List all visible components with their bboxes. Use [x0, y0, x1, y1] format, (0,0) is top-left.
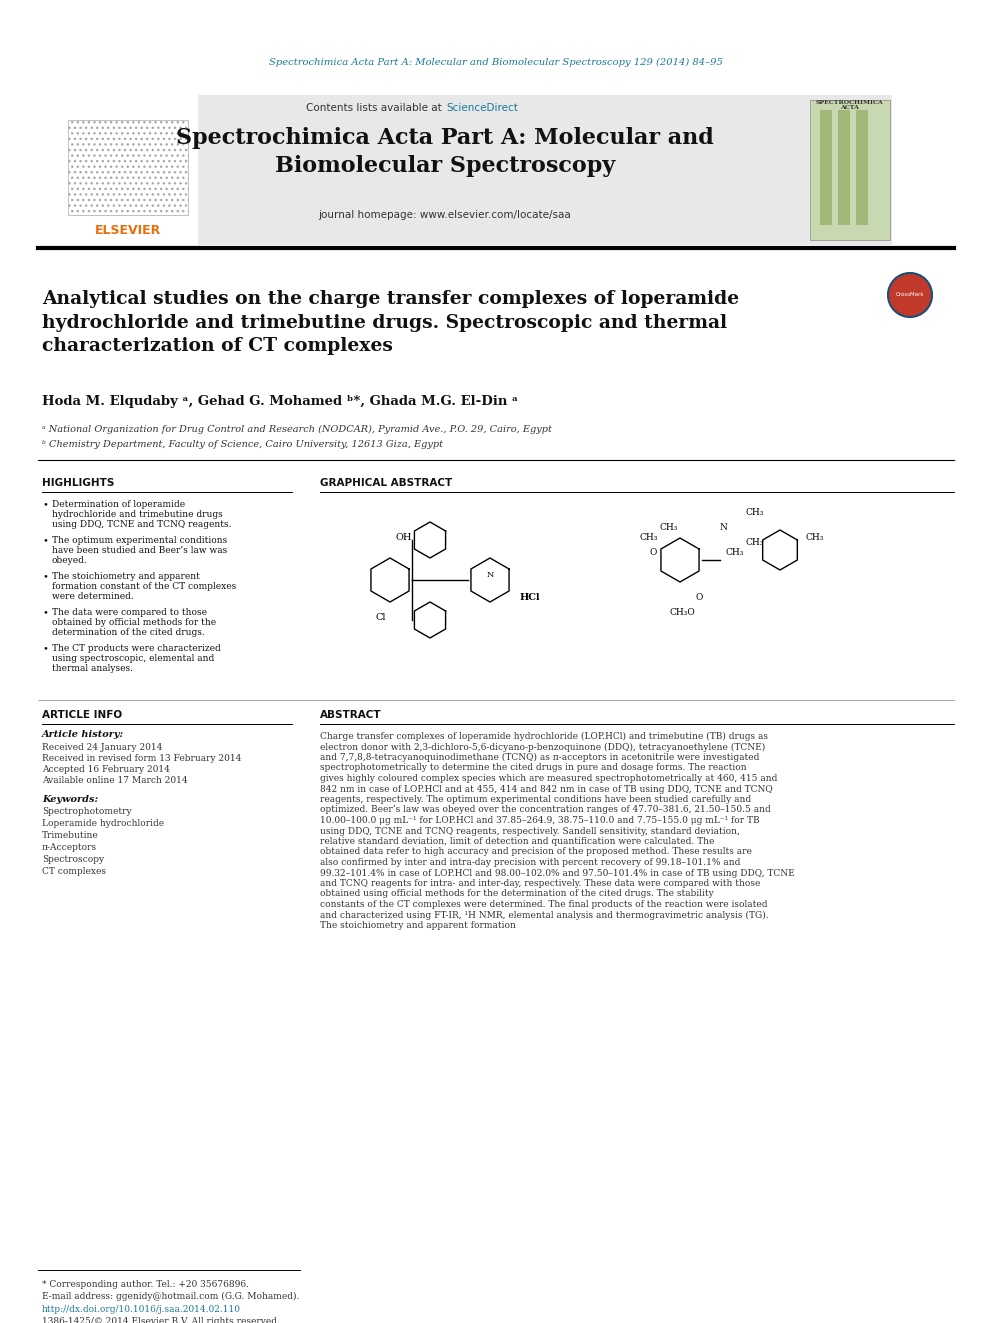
Text: •: •	[42, 536, 48, 545]
Text: 10.00–100.0 μg mL⁻¹ for LOP.HCl and 37.85–264.9, 38.75–110.0 and 7.75–155.0 μg m: 10.00–100.0 μg mL⁻¹ for LOP.HCl and 37.8…	[320, 816, 760, 826]
Text: N: N	[487, 572, 494, 579]
Bar	[810, 101, 890, 239]
Text: journal homepage: www.elsevier.com/locate/saa: journal homepage: www.elsevier.com/locat…	[318, 210, 571, 220]
Text: CH₃: CH₃	[640, 533, 659, 542]
Text: Spectroscopy: Spectroscopy	[42, 855, 104, 864]
Text: also confirmed by inter and intra-day precision with percent recovery of 99.18–1: also confirmed by inter and intra-day pr…	[320, 859, 740, 867]
Text: 1386-1425/© 2014 Elsevier B.V. All rights reserved.: 1386-1425/© 2014 Elsevier B.V. All right…	[42, 1316, 280, 1323]
Text: spectrophotometrically to determine the cited drugs in pure and dosage forms. Th: spectrophotometrically to determine the …	[320, 763, 747, 773]
Bar	[58, 95, 198, 245]
Text: constants of the CT complexes were determined. The final products of the reactio: constants of the CT complexes were deter…	[320, 900, 768, 909]
Text: Received in revised form 13 February 2014: Received in revised form 13 February 201…	[42, 754, 241, 763]
Text: SPECTROCHIMICA
ACTA: SPECTROCHIMICA ACTA	[816, 99, 884, 110]
Text: Spectrophotometry: Spectrophotometry	[42, 807, 132, 816]
Text: obtained using official methods for the determination of the cited drugs. The st: obtained using official methods for the …	[320, 889, 714, 898]
Text: The stoichiometry and apparent: The stoichiometry and apparent	[52, 572, 199, 581]
Text: E-mail address: ggenidy@hotmail.com (G.G. Mohamed).: E-mail address: ggenidy@hotmail.com (G.G…	[42, 1293, 300, 1301]
Text: OH: OH	[395, 533, 412, 542]
Text: CH₃: CH₃	[745, 508, 764, 517]
Text: Available online 17 March 2014: Available online 17 March 2014	[42, 777, 187, 785]
Text: and characterized using FT-IR, ¹H NMR, elemental analysis and thermogravimetric : and characterized using FT-IR, ¹H NMR, e…	[320, 910, 769, 919]
Text: hydrochloride and trimebutine drugs: hydrochloride and trimebutine drugs	[52, 509, 223, 519]
Text: O: O	[650, 548, 658, 557]
Text: 842 nm in case of LOP.HCl and at 455, 414 and 842 nm in case of TB using DDQ, TC: 842 nm in case of LOP.HCl and at 455, 41…	[320, 785, 773, 794]
Text: Article history:: Article history:	[42, 730, 124, 740]
Text: gives highly coloured complex species which are measured spectrophotometrically : gives highly coloured complex species wh…	[320, 774, 778, 783]
Text: •: •	[42, 644, 48, 654]
Text: formation constant of the CT complexes: formation constant of the CT complexes	[52, 582, 236, 591]
Text: Determination of loperamide: Determination of loperamide	[52, 500, 186, 509]
Text: were determined.: were determined.	[52, 591, 134, 601]
Text: Spectrochimica Acta Part A: Molecular and
Biomolecular Spectroscopy: Spectrochimica Acta Part A: Molecular an…	[177, 127, 714, 176]
Text: Keywords:: Keywords:	[42, 795, 98, 804]
Text: Received 24 January 2014: Received 24 January 2014	[42, 744, 163, 751]
Text: have been studied and Beer’s law was: have been studied and Beer’s law was	[52, 546, 227, 556]
Text: •: •	[42, 500, 48, 509]
Text: relative standard deviation, limit of detection and quantification were calculat: relative standard deviation, limit of de…	[320, 837, 714, 845]
Text: The stoichiometry and apparent formation: The stoichiometry and apparent formation	[320, 921, 516, 930]
Text: The CT products were characterized: The CT products were characterized	[52, 644, 221, 654]
Text: The data were compared to those: The data were compared to those	[52, 609, 207, 617]
Text: thermal analyses.: thermal analyses.	[52, 664, 133, 673]
Text: Contents lists available at: Contents lists available at	[306, 103, 445, 112]
Text: electron donor with 2,3-dichloro-5,6-dicyano-p-benzoquinone (DDQ), tetracyanoeth: electron donor with 2,3-dichloro-5,6-dic…	[320, 742, 765, 751]
Text: Cl: Cl	[375, 613, 386, 622]
Circle shape	[888, 273, 932, 318]
Text: using DDQ, TCNE and TCNQ reagents, respectively. Sandell sensitivity, standard d: using DDQ, TCNE and TCNQ reagents, respe…	[320, 827, 740, 836]
Text: Spectrochimica Acta Part A: Molecular and Biomolecular Spectroscopy 129 (2014) 8: Spectrochimica Acta Part A: Molecular an…	[269, 57, 723, 66]
Text: ELSEVIER: ELSEVIER	[95, 224, 161, 237]
Text: Hoda M. Elqudaby ᵃ, Gehad G. Mohamed ᵇ*, Ghada M.G. El-Din ᵃ: Hoda M. Elqudaby ᵃ, Gehad G. Mohamed ᵇ*,…	[42, 396, 518, 407]
Text: •: •	[42, 609, 48, 617]
Text: HCl: HCl	[520, 593, 541, 602]
Text: N: N	[720, 523, 728, 532]
Text: CH₃O: CH₃O	[670, 609, 695, 617]
Text: and TCNQ reagents for intra- and inter-day, respectively. These data were compar: and TCNQ reagents for intra- and inter-d…	[320, 878, 761, 888]
Text: ᵇ Chemistry Department, Faculty of Science, Cairo University, 12613 Giza, Egypt: ᵇ Chemistry Department, Faculty of Scien…	[42, 441, 443, 448]
Text: GRAPHICAL ABSTRACT: GRAPHICAL ABSTRACT	[320, 478, 452, 488]
Text: CH₃: CH₃	[660, 523, 679, 532]
Text: Analytical studies on the charge transfer complexes of loperamide
hydrochloride : Analytical studies on the charge transfe…	[42, 290, 739, 355]
Text: and 7,7,8,8-tetracyanoquinodimethane (TCNQ) as π-acceptors in acetonitrile were : and 7,7,8,8-tetracyanoquinodimethane (TC…	[320, 753, 759, 762]
Text: π-Acceptors: π-Acceptors	[42, 843, 97, 852]
Text: Accepted 16 February 2014: Accepted 16 February 2014	[42, 765, 170, 774]
Text: CH₃: CH₃	[745, 538, 764, 546]
Text: The optimum experimental conditions: The optimum experimental conditions	[52, 536, 227, 545]
Text: ABSTRACT: ABSTRACT	[320, 710, 382, 720]
Bar	[838, 110, 850, 225]
Text: optimized. Beer’s law was obeyed over the concentration ranges of 47.70–381.6, 2: optimized. Beer’s law was obeyed over th…	[320, 806, 771, 815]
Text: using spectroscopic, elemental and: using spectroscopic, elemental and	[52, 654, 214, 663]
Text: ScienceDirect: ScienceDirect	[446, 103, 518, 112]
Bar	[68, 120, 188, 216]
Text: determination of the cited drugs.: determination of the cited drugs.	[52, 628, 204, 636]
Text: using DDQ, TCNE and TCNQ reagents.: using DDQ, TCNE and TCNQ reagents.	[52, 520, 231, 529]
Text: http://dx.doi.org/10.1016/j.saa.2014.02.110: http://dx.doi.org/10.1016/j.saa.2014.02.…	[42, 1304, 241, 1314]
Bar	[58, 95, 892, 245]
Text: Loperamide hydrochloride: Loperamide hydrochloride	[42, 819, 164, 828]
Text: 99.32–101.4% in case of LOP.HCl and 98.00–102.0% and 97.50–101.4% in case of TB : 99.32–101.4% in case of LOP.HCl and 98.0…	[320, 868, 795, 877]
Text: O: O	[695, 593, 702, 602]
Text: obtained by official methods for the: obtained by official methods for the	[52, 618, 216, 627]
Text: CT complexes: CT complexes	[42, 867, 106, 876]
Text: * Corresponding author. Tel.: +20 35676896.: * Corresponding author. Tel.: +20 356768…	[42, 1279, 249, 1289]
Text: Charge transfer complexes of loperamide hydrochloride (LOP.HCl) and trimebutine : Charge transfer complexes of loperamide …	[320, 732, 768, 741]
Text: CH₃: CH₃	[725, 548, 743, 557]
Text: HIGHLIGHTS: HIGHLIGHTS	[42, 478, 114, 488]
Text: CH₃: CH₃	[805, 533, 823, 542]
Bar	[820, 110, 832, 225]
Text: Trimebutine: Trimebutine	[42, 831, 99, 840]
Text: ARTICLE INFO: ARTICLE INFO	[42, 710, 122, 720]
Text: obeyed.: obeyed.	[52, 556, 87, 565]
Text: reagents, respectively. The optimum experimental conditions have been studied ca: reagents, respectively. The optimum expe…	[320, 795, 751, 804]
Text: obtained data refer to high accuracy and precision of the proposed method. These: obtained data refer to high accuracy and…	[320, 848, 752, 856]
Text: CrossMark: CrossMark	[896, 292, 925, 298]
Text: ᵃ National Organization for Drug Control and Research (NODCAR), Pyramid Ave., P.: ᵃ National Organization for Drug Control…	[42, 425, 552, 434]
Text: •: •	[42, 572, 48, 581]
Bar	[856, 110, 868, 225]
